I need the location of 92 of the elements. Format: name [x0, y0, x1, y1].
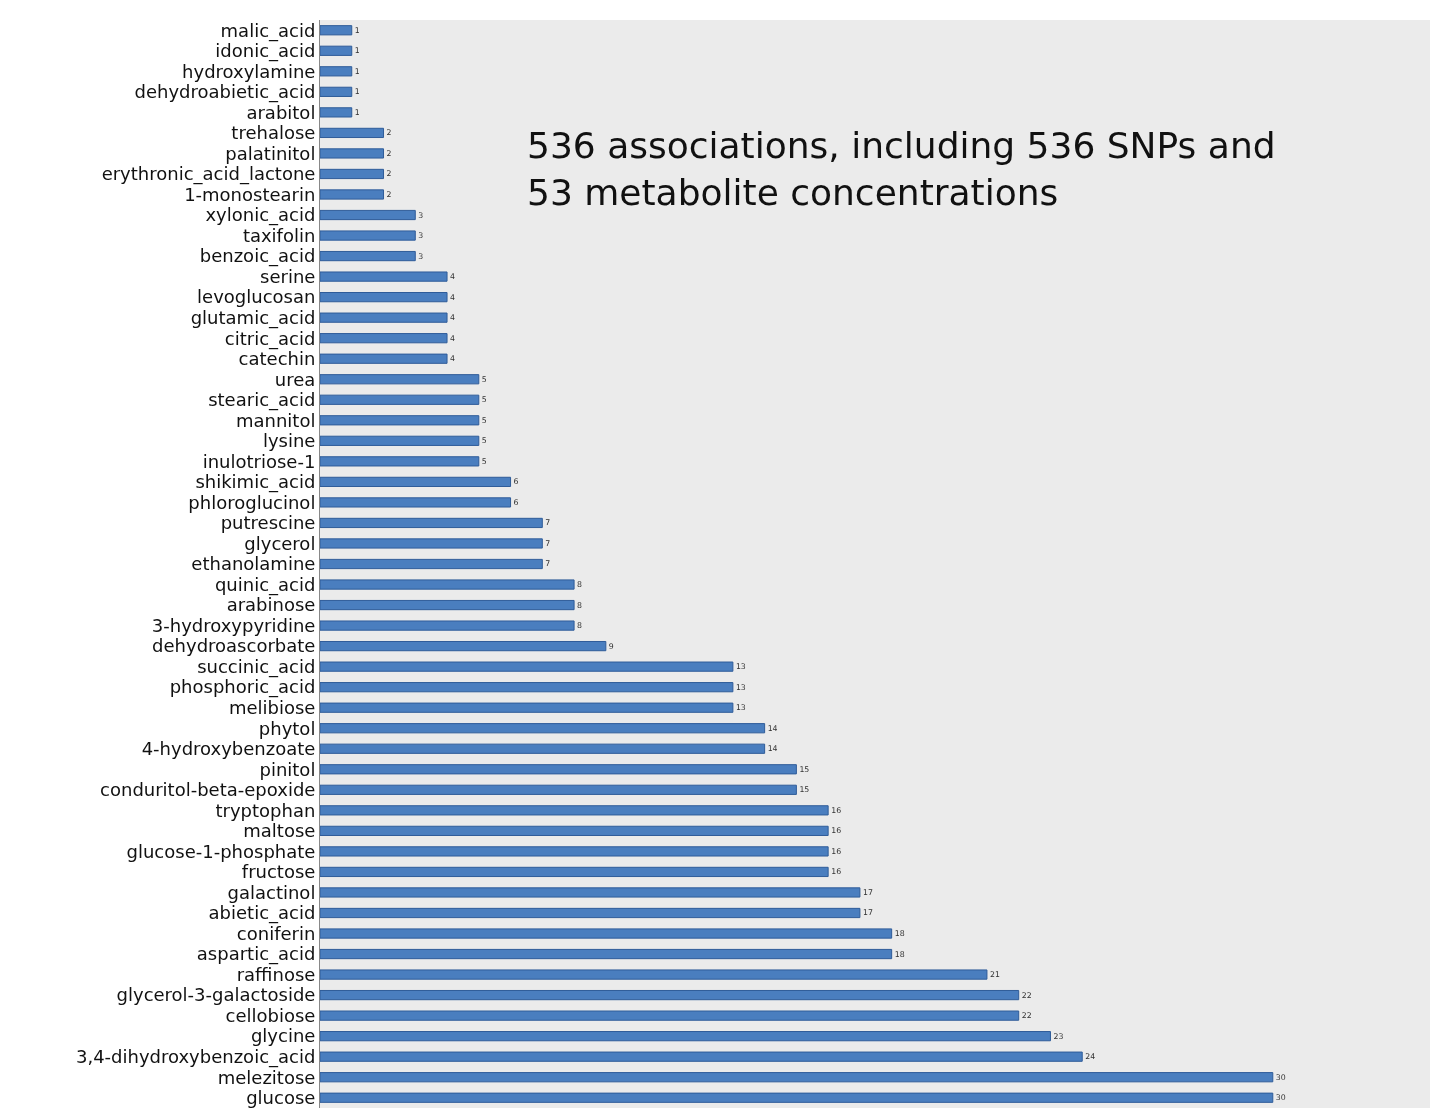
y-tick-label: 3,4-dihydroxybenzoic_acid: [75, 1045, 316, 1068]
y-tick-label: xylonic_acid: [205, 204, 316, 227]
bar: [320, 1072, 1274, 1083]
y-tick-label: palatinitol: [225, 142, 316, 164]
y-tick-label: levoglucosan: [197, 286, 316, 308]
y-tick-label: glycerol-3-galactoside: [116, 984, 316, 1006]
bar: [320, 948, 893, 960]
bar: [320, 312, 448, 323]
bar: [320, 517, 543, 529]
y-tick-label: malic_acid: [220, 19, 316, 42]
bar: [320, 866, 829, 878]
y-tick-label: urea: [274, 368, 316, 390]
bar: [320, 682, 734, 693]
bar: [320, 764, 797, 775]
y-tick-label: maltose: [243, 820, 316, 842]
y-tick-label: galactinol: [227, 881, 316, 903]
bar: [320, 127, 385, 139]
bar: [320, 723, 766, 734]
bar: [320, 1031, 1051, 1042]
y-tick-label: ethanolamine: [191, 553, 316, 575]
bar: [320, 394, 480, 405]
y-tick-label: erythronic_acid_lactone: [101, 163, 316, 186]
bar: [320, 86, 353, 97]
y-tick-label: conduritol-beta-epoxide: [100, 779, 316, 801]
y-tick-label: tryptophan: [215, 799, 316, 821]
bar: [320, 66, 353, 77]
bar: [320, 148, 385, 159]
bar: [320, 25, 353, 36]
bar: [320, 456, 480, 467]
y-tick-label: glycerol: [244, 532, 316, 554]
bar: [320, 784, 797, 795]
bar: [320, 640, 607, 652]
bar: [320, 271, 448, 282]
bar: [320, 1092, 1274, 1103]
bar: [320, 969, 988, 980]
y-tick-label: glucose: [246, 1087, 316, 1109]
y-tick-label: melibiose: [228, 697, 316, 718]
y-tick-label: putrescine: [220, 512, 316, 534]
y-tick-label: benzoic_acid: [199, 245, 316, 268]
bar: [320, 805, 829, 816]
bar: [320, 989, 1020, 1001]
bar: [320, 743, 766, 754]
bar: [320, 353, 448, 364]
bar: [320, 107, 353, 118]
bar: [320, 333, 448, 344]
bar: [320, 538, 543, 549]
bar: [320, 907, 861, 919]
y-tick-label: quinic_acid: [214, 573, 316, 596]
bar: [320, 579, 575, 590]
bar: [320, 230, 416, 241]
bar: [320, 887, 861, 898]
bar: [320, 189, 385, 200]
y-tick-label: stearic_acid: [208, 389, 316, 412]
bar: [320, 928, 893, 939]
bar: [320, 292, 448, 303]
bar: [320, 374, 480, 385]
bar: [320, 1010, 1020, 1021]
bar: [320, 45, 353, 56]
y-tick-label: aspartic_acid: [196, 943, 316, 966]
y-tick-label: dehydroascorbate: [152, 635, 316, 657]
y-tick-label: lysine: [262, 430, 316, 452]
y-tick-label: cellobiose: [225, 1004, 316, 1026]
bar: [320, 250, 416, 262]
y-tick-label: 3-hydroxypyridine: [151, 614, 316, 636]
bar: [320, 476, 512, 488]
y-tick-label: pinitol: [259, 758, 316, 780]
bar: [320, 661, 734, 672]
y-tick-label: abietic_acid: [208, 902, 316, 925]
bar: [320, 846, 829, 857]
y-tick-label: trehalose: [231, 122, 316, 144]
bar: [320, 558, 543, 570]
bar: [320, 435, 480, 446]
y-tick-label: shikimic_acid: [195, 471, 316, 494]
y-tick-label: inulotriose-1: [202, 450, 316, 472]
y-tick-label: fructose: [241, 861, 316, 883]
bar: [320, 1051, 1083, 1062]
bar: [320, 620, 575, 631]
bar: [320, 599, 575, 611]
bar: [320, 825, 829, 836]
y-tick-label: phytol: [258, 717, 316, 739]
bar: [320, 702, 734, 713]
annotation: 536 associations, including 536 SNPs and 53 metabolite concentrations: [527, 125, 1276, 213]
y-tick-label: succinic_acid: [197, 655, 316, 678]
bar: [320, 209, 416, 221]
y-tick-label: dehydroabietic_acid: [134, 81, 316, 104]
bar: [320, 168, 385, 180]
bar: [320, 415, 480, 426]
y-tick-label: glycine: [250, 1025, 316, 1047]
y-tick-label: 4-hydroxybenzoate: [141, 738, 316, 760]
bar: [320, 497, 512, 508]
y-tick-label: glutamic_acid: [190, 306, 316, 329]
y-tick-label: glucose-1-phosphate: [126, 840, 316, 862]
